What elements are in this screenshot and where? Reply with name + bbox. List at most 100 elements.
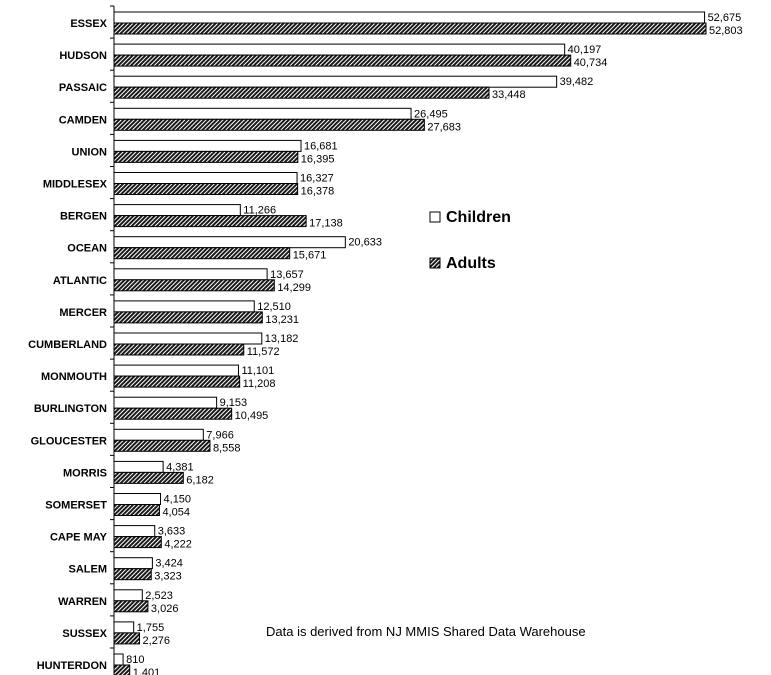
value-label-children: 12,510: [257, 301, 291, 313]
bar-adults: [114, 472, 183, 483]
value-label-adults: 4,222: [164, 539, 192, 551]
legend-children-label: Children: [446, 209, 511, 226]
bar-adults: [114, 440, 210, 451]
category-label: MERCER: [59, 307, 107, 319]
bar-adults: [114, 87, 489, 98]
bar-children: [114, 140, 301, 151]
value-label-children: 26,495: [414, 108, 448, 120]
value-label-adults: 14,299: [277, 282, 311, 294]
bar-adults: [114, 601, 148, 612]
bar-children: [114, 108, 411, 119]
bar-children: [114, 269, 267, 280]
value-label-adults: 16,395: [301, 153, 335, 165]
category-label: WARREN: [58, 596, 107, 608]
bar-children: [114, 397, 217, 408]
bar-children: [114, 461, 163, 472]
value-label-adults: 8,558: [213, 442, 241, 454]
bar-adults: [114, 55, 571, 66]
bar-adults: [114, 151, 298, 162]
bar-children: [114, 301, 254, 312]
category-label: BERGEN: [60, 211, 107, 223]
category-label: HUDSON: [59, 50, 107, 62]
bar-children: [114, 429, 203, 440]
category-label: BURLINGTON: [34, 403, 107, 415]
bar-children: [114, 558, 152, 569]
value-label-children: 7,966: [206, 429, 234, 441]
value-label-adults: 6,182: [186, 474, 214, 486]
bar-children: [114, 333, 262, 344]
value-label-adults: 13,231: [265, 314, 299, 326]
value-label-adults: 33,448: [492, 89, 526, 101]
bar-children: [114, 44, 565, 55]
value-label-children: 9,153: [220, 397, 248, 409]
value-label-children: 39,482: [560, 76, 594, 88]
value-label-children: 40,197: [568, 44, 602, 56]
legend-adults-label: Adults: [446, 255, 496, 272]
category-label: CAPE MAY: [50, 532, 108, 544]
value-label-adults: 11,572: [247, 346, 280, 358]
bar-adults: [114, 23, 706, 34]
category-label: OCEAN: [67, 243, 107, 255]
bar-adults: [114, 119, 424, 130]
bar-adults: [114, 633, 140, 644]
value-label-children: 13,182: [265, 333, 299, 345]
value-label-children: 1,755: [137, 622, 165, 634]
bar-adults: [114, 184, 298, 195]
value-label-adults: 17,138: [309, 218, 343, 230]
value-label-children: 2,523: [145, 590, 173, 602]
bar-adults: [114, 376, 240, 387]
value-label-adults: 15,671: [293, 250, 327, 262]
value-label-adults: 52,803: [709, 25, 743, 37]
category-label: SOMERSET: [45, 500, 107, 512]
value-label-children: 52,675: [708, 12, 742, 24]
category-label: CUMBERLAND: [28, 339, 107, 351]
bar-children: [114, 494, 161, 505]
value-label-children: 810: [126, 654, 144, 666]
value-label-children: 20,633: [348, 237, 382, 249]
value-label-adults: 4,054: [162, 507, 190, 519]
value-label-adults: 16,378: [301, 186, 335, 198]
value-label-children: 4,150: [164, 494, 192, 506]
category-label: MORRIS: [63, 467, 107, 479]
category-label: CAMDEN: [59, 114, 107, 126]
value-label-adults: 2,276: [143, 635, 171, 647]
category-label: SALEM: [69, 564, 108, 576]
value-label-children: 11,101: [241, 365, 274, 377]
value-label-children: 16,681: [304, 140, 338, 152]
bar-adults: [114, 216, 306, 227]
bar-adults: [114, 505, 159, 516]
legend: Children Adults: [430, 209, 511, 272]
category-label: SUSSEX: [62, 628, 107, 640]
value-label-adults: 3,323: [154, 571, 182, 583]
bar-adults: [114, 248, 290, 259]
category-label: GLOUCESTER: [31, 435, 107, 447]
category-label: HUNTERDON: [37, 660, 107, 672]
bar-adults: [114, 569, 151, 580]
value-label-adults: 10,495: [235, 410, 269, 422]
bar-adults: [114, 344, 244, 355]
value-label-adults: 1,401: [133, 667, 161, 675]
category-label: PASSAIC: [59, 82, 107, 94]
y-axis: ESSEX HUDSON PASSAIC CAMDEN UNION MIDDLESEX BE…: [28, 6, 114, 675]
value-label-adults: 27,683: [427, 121, 461, 133]
category-label: MIDDLESEX: [43, 179, 108, 191]
bar-adults: [114, 312, 262, 323]
category-label: ESSEX: [70, 18, 107, 30]
bar-adults: [114, 280, 274, 291]
bar-children: [114, 76, 557, 87]
bar-children: [114, 12, 705, 23]
legend-adults-swatch: [430, 258, 440, 268]
bar-adults: [114, 665, 130, 675]
bar-children: [114, 237, 345, 248]
data-source-note: Data is derived from NJ MMIS Shared Data…: [266, 624, 586, 639]
category-label: MONMOUTH: [41, 371, 107, 383]
value-label-adults: 11,208: [243, 378, 276, 390]
value-label-children: 3,633: [158, 526, 186, 538]
bar-children: [114, 173, 297, 184]
category-label: ATLANTIC: [53, 275, 107, 287]
value-label-children: 13,657: [270, 269, 304, 281]
value-label-children: 4,381: [166, 461, 194, 473]
bar-children: [114, 365, 238, 376]
bar-adults: [114, 408, 232, 419]
